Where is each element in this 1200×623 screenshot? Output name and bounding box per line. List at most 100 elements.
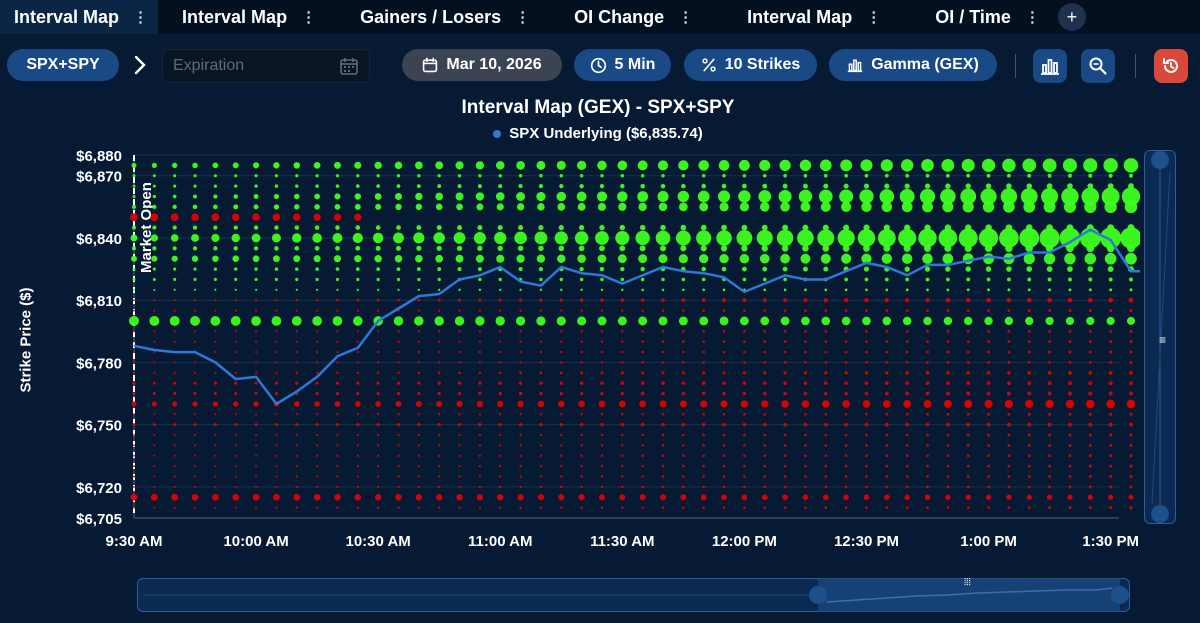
- scroll-handle-bottom[interactable]: [1151, 505, 1169, 523]
- gex-bubble: [762, 277, 767, 282]
- gex-bubble: [987, 288, 990, 292]
- gex-bubble: [234, 391, 238, 396]
- navigator-grip[interactable]: ⦙⦙⦙: [964, 578, 971, 588]
- gex-bubble: [211, 233, 220, 243]
- vertical-dots-icon[interactable]: ⋮: [515, 9, 531, 26]
- symbol-button[interactable]: SPX+SPY: [7, 49, 119, 81]
- reset-button[interactable]: [1154, 49, 1188, 83]
- chart-type-button[interactable]: [1033, 49, 1067, 83]
- gex-bubble: [619, 224, 626, 231]
- gex-bubble: [1108, 391, 1113, 396]
- vertical-dots-icon[interactable]: ⋮: [1024, 9, 1040, 26]
- gex-bubble: [275, 465, 278, 468]
- vertical-dots-icon[interactable]: ⋮: [678, 9, 694, 26]
- gex-bubble: [987, 340, 990, 344]
- chart-legend[interactable]: SPX Underlying ($6,835.74): [0, 125, 1196, 142]
- navigator-window[interactable]: [818, 578, 1120, 612]
- tab-interval-map-1[interactable]: Interval Map ⋮: [0, 0, 159, 34]
- gex-bubble: [783, 340, 787, 343]
- gex-bubble: [1109, 309, 1113, 313]
- vertical-dots-icon[interactable]: ⋮: [301, 9, 317, 26]
- gex-bubble: [722, 454, 726, 458]
- interval-map-plot[interactable]: $6,705$6,720$6,750$6,780$6,810$6,840$6,8…: [0, 140, 1140, 560]
- gex-bubble: [232, 493, 240, 501]
- calendar-icon[interactable]: [339, 56, 359, 76]
- gex-bubble: [782, 266, 788, 272]
- gex-bubble: [680, 224, 687, 231]
- gex-bubble: [538, 266, 544, 272]
- gex-bubble: [478, 391, 482, 396]
- vertical-dots-icon[interactable]: ⋮: [133, 9, 149, 26]
- gex-bubble: [640, 298, 645, 302]
- vertical-dots-icon[interactable]: ⋮: [866, 9, 882, 26]
- gex-bubble: [722, 381, 726, 385]
- gex-bubble: [395, 400, 402, 407]
- scroll-handle-top[interactable]: [1151, 151, 1169, 169]
- gex-bubble: [194, 288, 197, 291]
- gex-bubble: [213, 381, 217, 385]
- gex-bubble: [316, 288, 319, 291]
- gex-bubble: [658, 202, 668, 212]
- gex-bubble: [776, 229, 794, 247]
- gex-bubble: [152, 381, 156, 385]
- tab-gainers-losers[interactable]: Gainers / Losers ⋮: [346, 0, 540, 34]
- gex-bubble: [316, 465, 319, 468]
- metric-button[interactable]: Gamma (GEX): [829, 49, 997, 81]
- gex-bubble: [193, 277, 197, 281]
- gex-bubble: [802, 224, 809, 231]
- expiration-input[interactable]: Expiration: [162, 49, 370, 83]
- time-navigator[interactable]: ⦙⦙⦙: [137, 578, 1130, 612]
- navigator-handle-right[interactable]: [1111, 586, 1129, 604]
- scroll-grip[interactable]: ≡: [1159, 333, 1166, 347]
- tab-oi-change[interactable]: OI Change ⋮: [560, 0, 703, 34]
- gex-bubble: [559, 391, 563, 396]
- gex-bubble: [926, 485, 929, 489]
- gex-bubble: [865, 464, 868, 468]
- gex-bubble: [397, 330, 400, 333]
- gex-bubble: [780, 202, 790, 212]
- gex-bubble: [438, 454, 441, 457]
- gex-bubble: [437, 174, 441, 178]
- gex-bubble: [539, 330, 543, 333]
- gex-bubble: [213, 184, 218, 188]
- zoom-button[interactable]: [1081, 49, 1115, 83]
- gex-bubble: [600, 340, 604, 343]
- gex-bubble: [478, 371, 482, 375]
- gex-bubble: [519, 288, 522, 292]
- tab-interval-map-3[interactable]: Interval Map ⋮: [733, 0, 891, 34]
- gex-bubble: [497, 400, 504, 408]
- gex-bubble: [578, 400, 585, 408]
- vertical-scrollbar[interactable]: ≡: [1144, 150, 1176, 524]
- gex-bubble: [153, 330, 156, 333]
- gex-bubble: [537, 494, 545, 501]
- gex-bubble: [377, 413, 380, 416]
- gex-bubble: [252, 213, 260, 222]
- gex-bubble: [194, 413, 197, 416]
- date-picker-button[interactable]: Mar 10, 2026: [402, 49, 562, 81]
- gex-bubble: [661, 485, 665, 489]
- gex-bubble: [457, 391, 462, 396]
- plus-icon[interactable]: +: [1057, 3, 1086, 31]
- gex-bubble: [742, 173, 747, 178]
- tab-interval-map-2[interactable]: Interval Map ⋮: [168, 0, 326, 34]
- gex-bubble: [863, 183, 870, 189]
- gex-bubble: [1086, 316, 1095, 326]
- gex-bubble: [1047, 370, 1052, 375]
- gex-bubble: [742, 381, 747, 385]
- gex-bubble: [375, 203, 382, 210]
- gex-bubble: [763, 288, 767, 292]
- gex-bubble: [824, 412, 828, 416]
- strikes-button[interactable]: 10 Strikes: [684, 49, 817, 81]
- interval-button[interactable]: 5 Min: [574, 49, 671, 81]
- gex-bubble: [682, 413, 685, 416]
- gex-bubble: [681, 173, 686, 178]
- gex-bubble: [865, 444, 868, 447]
- gex-bubble: [762, 381, 767, 385]
- gex-bubble: [918, 228, 937, 248]
- tab-oi-time[interactable]: OI / Time ⋮: [921, 0, 1050, 34]
- gex-bubble: [986, 277, 991, 282]
- gex-bubble: [377, 309, 380, 312]
- gex-bubble: [1129, 454, 1133, 458]
- navigator-handle-left[interactable]: [809, 586, 827, 604]
- gex-bubble: [655, 230, 671, 246]
